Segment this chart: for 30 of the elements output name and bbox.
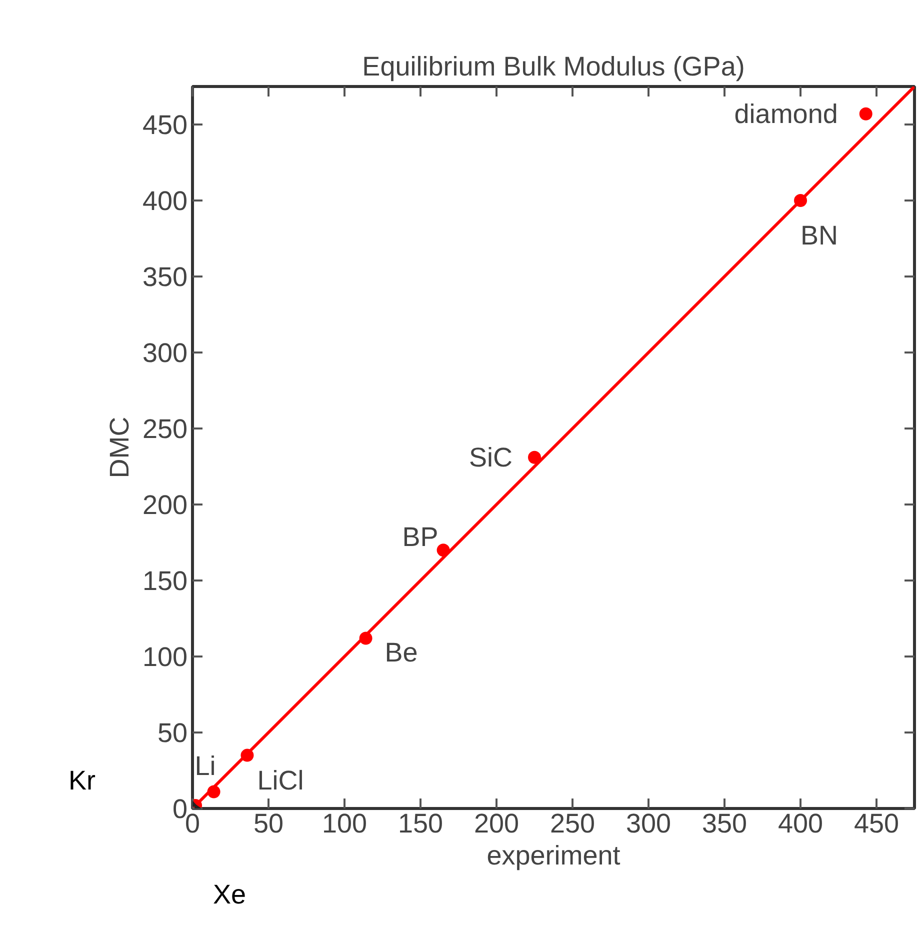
y-tick-label: 200 [142, 490, 188, 520]
annotation: Kr [68, 765, 96, 796]
annotation: LiCl [257, 765, 304, 796]
y-tick-label: 250 [142, 414, 188, 444]
x-tick-label: 300 [626, 808, 672, 838]
x-tick-label: 250 [550, 808, 596, 838]
annotation: BN [800, 220, 838, 250]
annotation: diamond [734, 98, 838, 129]
y-tick-label: 450 [142, 110, 188, 140]
x-tick-label: 450 [854, 808, 900, 838]
annotation: SiC [468, 442, 513, 472]
y-tick-label: 300 [142, 338, 188, 368]
x-tick-label: 400 [778, 808, 824, 838]
annotation: Li [194, 750, 216, 781]
annotation: Be [384, 637, 418, 668]
x-axis-title: experiment [486, 840, 621, 870]
annotation: BP [402, 522, 438, 552]
x-tick-label: 50 [253, 808, 284, 838]
y-axis-title: DMC [104, 416, 134, 478]
y-tick-label: 100 [142, 642, 188, 672]
x-tick-label: 350 [702, 808, 748, 838]
x-tick-label: 200 [474, 808, 520, 838]
y-tick-label: 400 [142, 186, 188, 216]
annotation: Xe [213, 880, 246, 910]
chart-title: Equilibrium Bulk Modulus (GPa) [362, 52, 745, 82]
x-tick-label: 150 [398, 808, 444, 838]
y-tick-label: 350 [142, 262, 188, 292]
x-tick-label: 100 [322, 808, 368, 838]
y-tick-label: 50 [157, 718, 188, 748]
y-tick-label: 150 [142, 566, 188, 596]
